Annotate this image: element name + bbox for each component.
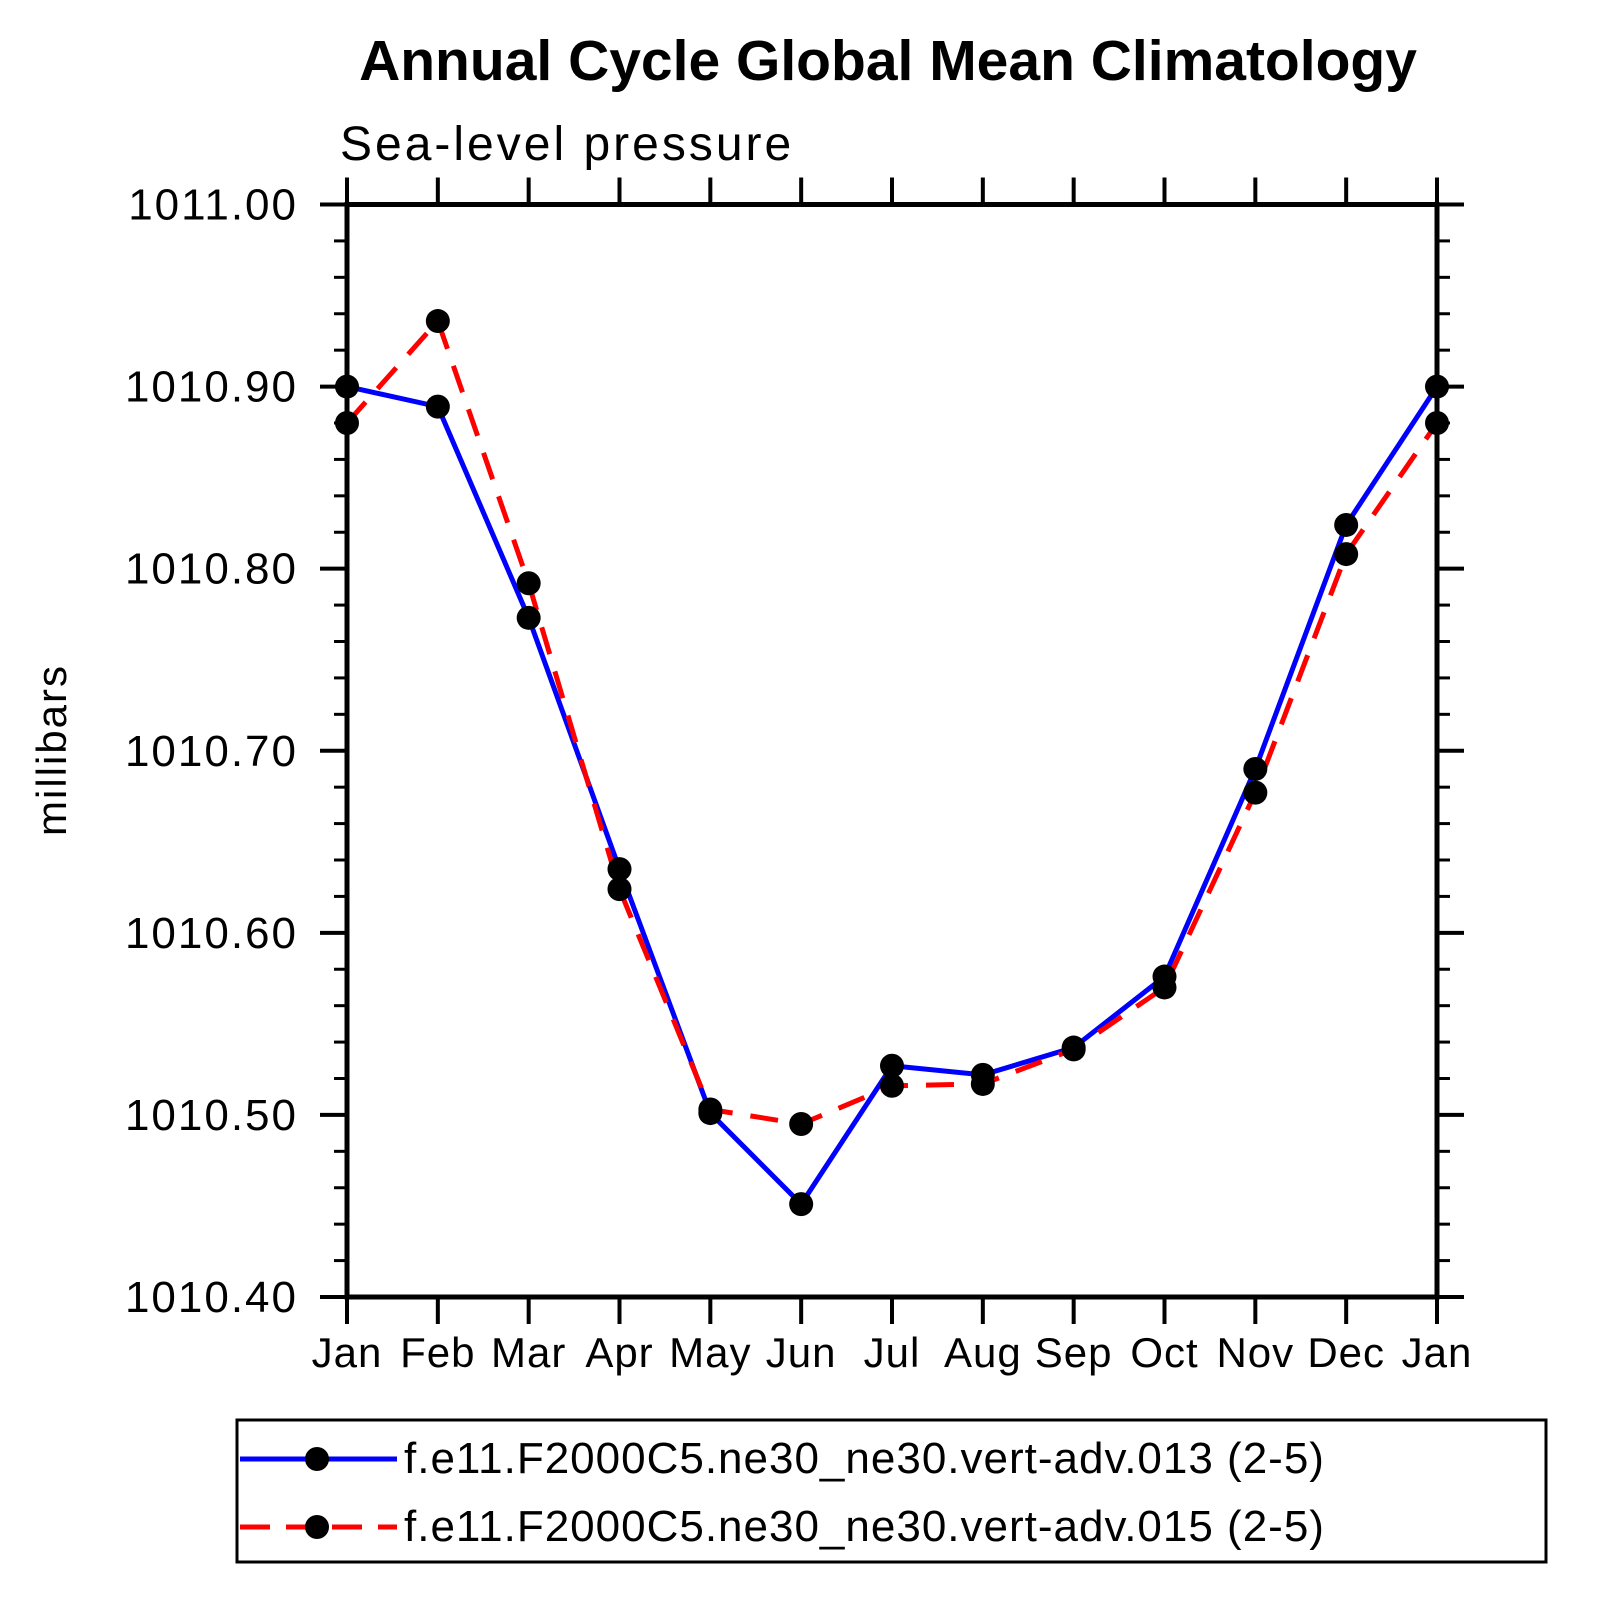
data-point [1243,780,1268,805]
data-point [1334,512,1359,537]
data-markers [335,309,1449,1217]
legend-sample-marker-1 [305,1515,329,1539]
data-point [1425,374,1449,399]
y-tick-label: 1010.40 [125,1273,298,1322]
legend: f.e11.F2000C5.ne30_ne30.vert-adv.013 (2-… [235,1418,1548,1564]
data-point [789,1112,814,1137]
data-point [425,394,450,419]
chart-subtitle: Sea-level pressure [340,118,794,171]
y-tick-label: 1010.60 [125,909,298,958]
x-tick-label: Sep [1035,1329,1113,1376]
y-tick-label: 1011.00 [128,181,298,230]
data-point [516,571,541,596]
data-point [607,877,632,902]
x-tick-label: May [669,1329,751,1376]
data-point [698,1097,723,1122]
data-point [335,374,359,399]
data-point [1425,411,1449,435]
x-tick-label: Feb [400,1329,475,1376]
legend-entry-label-1: f.e11.F2000C5.ne30_ne30.vert-adv.015 (2-… [404,1502,1325,1551]
data-point [1243,756,1268,781]
x-tick-label: Nov [1216,1329,1294,1376]
axis-tick-labels: 1010.40 1010.50 1010.60 1010.70 1010.80 1010.… [125,181,1473,1377]
x-tick-label: Jul [864,1329,921,1376]
data-point [516,605,541,630]
x-tick-label: Jan [312,1329,383,1376]
data-point [1334,542,1359,567]
y-tick-label: 1010.90 [125,363,298,412]
data-point [335,411,359,435]
legend-box [235,1418,1548,1564]
y-tick-label: 1010.50 [125,1091,298,1140]
data-point [789,1192,814,1217]
chart-title: Annual Cycle Global Mean Climatology [359,29,1417,93]
data-point [1061,1037,1086,1062]
data-point [425,309,450,334]
x-tick-label: Oct [1130,1329,1198,1376]
y-tick-label: 1010.80 [125,545,298,594]
data-point [880,1073,904,1098]
axis-ticks [320,177,1464,1324]
data-point [880,1053,904,1078]
x-tick-label: Dec [1307,1329,1385,1376]
data-point [607,857,632,882]
x-tick-label: Mar [491,1329,566,1376]
data-point [970,1071,995,1096]
x-tick-label: Jun [766,1329,837,1376]
legend-entry-label-0: f.e11.F2000C5.ne30_ne30.vert-adv.013 (2-… [404,1434,1325,1483]
legend-sample-marker-0 [305,1447,329,1471]
y-tick-label: 1010.70 [125,727,298,776]
x-tick-label: Aug [944,1329,1022,1376]
y-axis-title: millibars [28,664,75,836]
data-point [1152,975,1177,1000]
x-tick-label: Apr [585,1329,653,1376]
x-tick-label: Jan [1402,1329,1473,1376]
